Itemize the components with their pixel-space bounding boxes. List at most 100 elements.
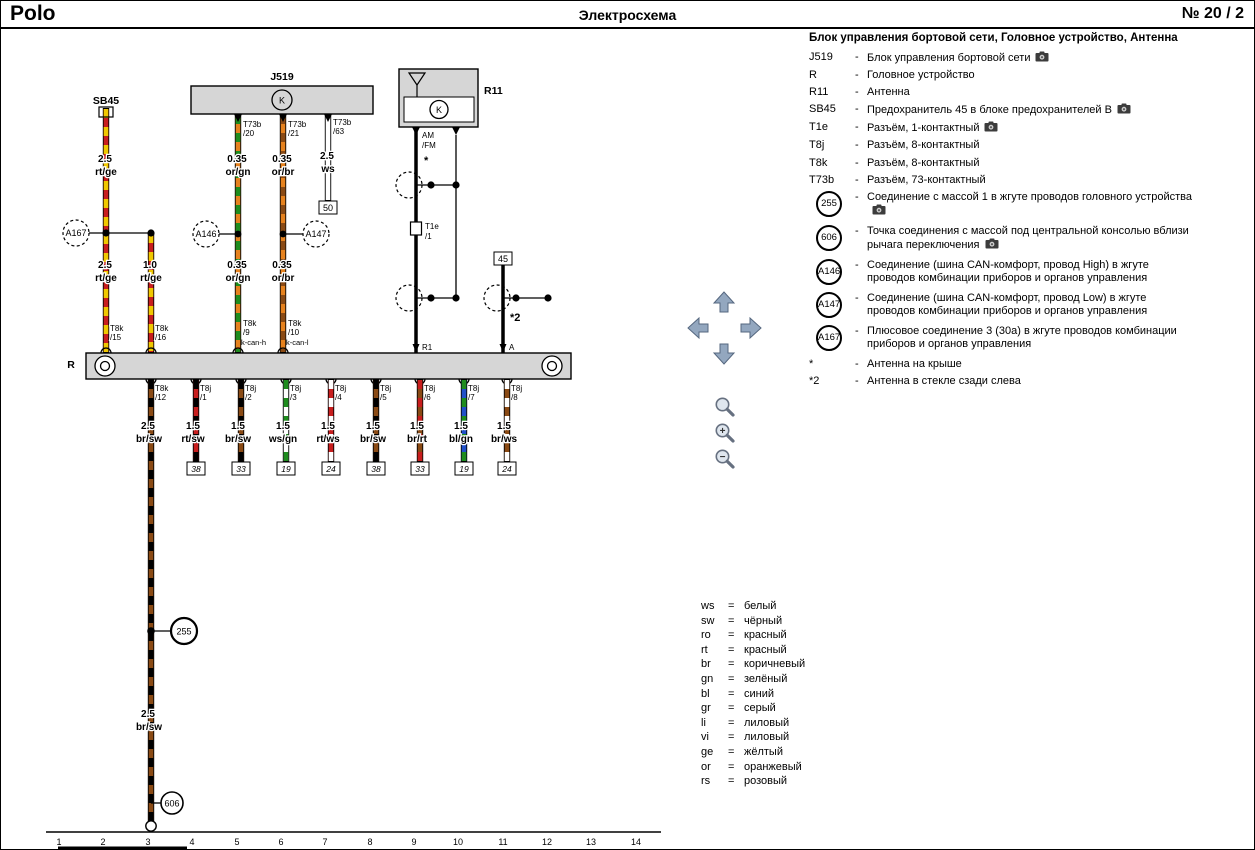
zoom-out-button[interactable]: − [712, 447, 738, 473]
svg-text:/4: /4 [335, 393, 342, 402]
svg-text:1.5: 1.5 [276, 421, 290, 432]
svg-text:1.0: 1.0 [143, 260, 157, 271]
wiring-diagram: SB45 2.5 rt/ge A167 2.5 rt/ge 1.0 rt/ge [46, 68, 661, 850]
track-ref-box [497, 461, 517, 476]
camera-icon[interactable] [984, 121, 998, 132]
pan-left-button[interactable] [685, 315, 711, 341]
svg-text:/1: /1 [425, 232, 432, 241]
svg-text:12: 12 [542, 837, 552, 847]
roof-antenna-ref: * [424, 155, 429, 167]
r-label: R [67, 359, 75, 371]
bottom-connections: T8k /12 2.5 br/sw 255 2.5 br/sw 606 T8j … [135, 378, 523, 832]
zoom-tool-button[interactable] [712, 395, 738, 421]
a167-label: A167 [65, 228, 86, 238]
r-box [85, 352, 572, 380]
track-ref-box [366, 461, 386, 476]
antenna-icon [407, 72, 427, 87]
svg-text:ws: ws [320, 164, 335, 175]
j519-branch: J519 K T73b /20 T73b [190, 71, 374, 354]
svg-text:/2: /2 [245, 393, 252, 402]
left-arrow-icon [687, 316, 709, 340]
svg-text:/12: /12 [155, 393, 167, 402]
svg-text:AM: AM [422, 131, 434, 140]
svg-text:/1: /1 [200, 393, 207, 402]
wire-color: rt/ge [95, 167, 117, 178]
svg-text:2: 2 [100, 837, 105, 847]
svg-text:38: 38 [371, 464, 381, 474]
svg-text:or/gn: or/gn [226, 167, 251, 178]
legend-title: Блок управления бортовой сети, Головное … [809, 32, 1178, 44]
svg-text:255: 255 [176, 627, 191, 637]
camera-icon[interactable] [985, 238, 999, 249]
svg-text:45: 45 [498, 254, 508, 264]
svg-text:3: 3 [145, 837, 150, 847]
color-row: ro = красный [701, 629, 787, 642]
ground-606-symbol [160, 791, 184, 815]
svg-text:R1: R1 [422, 343, 433, 352]
brand-logo: Polo [10, 2, 56, 25]
j519-label: J519 [270, 71, 294, 83]
legend-row-255: 255 - Соединение с массой 1 в жгуте пров… [809, 190, 1229, 219]
r11-label: R11 [484, 85, 503, 97]
svg-text:50: 50 [323, 203, 333, 213]
color-row: ge = жёлтый [701, 745, 783, 758]
legend-row-a146: A146 - Соединение (шина CAN-комфорт, про… [816, 258, 1149, 285]
svg-text:0.35: 0.35 [272, 260, 292, 271]
svg-text:br/sw: br/sw [136, 722, 162, 733]
legend-row-j519: J519 - Блок управления бортовой сети [809, 51, 1229, 66]
camera-icon[interactable] [1117, 103, 1131, 114]
svg-text:606: 606 [164, 799, 179, 809]
legend-row-a147: A147 - Соединение (шина CAN-комфорт, про… [816, 291, 1148, 318]
fuse-symbol [98, 106, 114, 118]
svg-text:rt/ge: rt/ge [140, 273, 162, 284]
svg-text:T8j: T8j [424, 384, 435, 393]
svg-text:19: 19 [459, 464, 469, 474]
right-arrow-icon [740, 316, 762, 340]
zoom-in-button[interactable]: + [712, 421, 738, 447]
camera-icon[interactable] [872, 204, 886, 215]
track-ruler: 1 2 3 4 5 6 7 8 9 10 11 12 13 14 [46, 831, 661, 850]
sb45-label: SB45 [93, 95, 119, 107]
svg-text:13: 13 [586, 837, 596, 847]
svg-text:T8j: T8j [335, 384, 346, 393]
svg-text:0.35: 0.35 [272, 154, 292, 165]
track-ref-box [186, 461, 206, 476]
svg-text:+: + [720, 426, 726, 437]
ground-255-badge: 255 [816, 190, 842, 217]
svg-text:T73b: T73b [333, 118, 352, 127]
track-ref-box [321, 461, 341, 476]
svg-text:1.5: 1.5 [410, 421, 424, 432]
legend-row-sb45: SB45 - Предохранитель 45 в блоке предохр… [809, 103, 1229, 118]
pan-right-button[interactable] [738, 315, 764, 341]
pan-up-button[interactable] [711, 289, 737, 315]
color-row: br = коричневый [701, 658, 806, 671]
svg-text:T73b: T73b [288, 120, 307, 129]
wire-gauge: 2.5 [98, 154, 112, 165]
head-unit: R [67, 352, 572, 380]
svg-text:/5: /5 [380, 393, 387, 402]
svg-text:T73b: T73b [243, 120, 262, 129]
legend-row-r: R - Головное устройство [809, 69, 975, 82]
ground-255-symbol [169, 616, 199, 646]
magnifier-minus-icon: − [715, 449, 735, 469]
svg-text:bl/gn: bl/gn [449, 434, 473, 445]
magnifier-icon [715, 397, 735, 417]
track-ref-box [410, 461, 430, 476]
svg-text:11: 11 [498, 837, 507, 847]
svg-text:2.5: 2.5 [141, 709, 155, 720]
svg-text:br/rt: br/rt [407, 434, 428, 445]
svg-text:0.35: 0.35 [227, 154, 247, 165]
svg-text:33: 33 [415, 464, 425, 474]
pan-down-button[interactable] [711, 341, 737, 367]
svg-text:/3: /3 [290, 393, 297, 402]
page-number: № 20 / 2 [1181, 5, 1244, 22]
a167-badge: A167 [816, 324, 842, 351]
svg-text:/21: /21 [288, 129, 300, 138]
j519-k-symbol [271, 89, 293, 111]
camera-icon[interactable] [1035, 51, 1049, 62]
track-scroll-indicator[interactable] [58, 846, 187, 850]
svg-text:1.5: 1.5 [186, 421, 200, 432]
svg-text:br/sw: br/sw [225, 434, 251, 445]
svg-text:0.35: 0.35 [227, 260, 247, 271]
